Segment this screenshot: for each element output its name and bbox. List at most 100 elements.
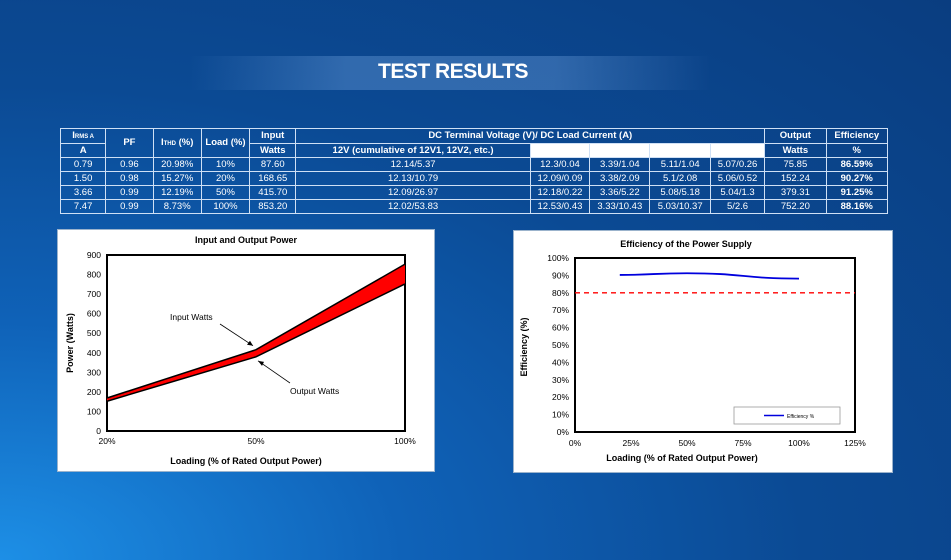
x-tick-label: 75% — [734, 438, 751, 448]
cell-input-watts: 87.60 — [249, 157, 297, 172]
cell-output-watts: 752.20 — [764, 199, 827, 214]
header-ithd-label: I — [160, 136, 164, 148]
cell-r5: 5.07/0.26 — [709, 157, 766, 172]
cell-r3: 3.33/10.43 — [589, 199, 651, 214]
y-tick-label: 80% — [552, 288, 569, 298]
y-tick-label: 300 — [87, 367, 101, 377]
annotation-input-watts: Input Watts — [170, 312, 213, 322]
cell-r5: 5.04/1.3 — [709, 185, 766, 200]
cell-ithd: 8.73% — [152, 199, 202, 214]
cell-r2: 12.09/0.09 — [529, 171, 591, 186]
y-tick-label: 30% — [552, 375, 569, 385]
x-tick-label: 25% — [622, 438, 639, 448]
plot-frame — [106, 254, 406, 432]
y-tick-label: 100% — [547, 253, 569, 263]
cell-r3: 3.36/5.22 — [589, 185, 651, 200]
header-output-watts-2: Watts — [764, 143, 827, 158]
cell-pf: 0.99 — [105, 185, 154, 200]
annotation-arrowhead-output — [258, 360, 264, 366]
power-chart-svg: Input and Output Power 0 100 200 300 400 500 60… — [65, 235, 416, 466]
y-tick-label: 20% — [552, 392, 569, 402]
x-axis-label: Loading (% of Rated Output Power) — [606, 453, 758, 463]
cell-r4: 5.1/2.08 — [649, 171, 711, 186]
cell-r2: 12.3/0.04 — [529, 157, 591, 172]
y-axis-label: Power (Watts) — [65, 313, 75, 373]
header-irms-sub: RMS A — [74, 133, 95, 140]
header-efficiency-2: % — [825, 143, 889, 158]
page-title: TEST RESULTS — [378, 60, 528, 83]
table-row: 7.47 0.99 8.73% 100% 853.20 12.02/53.83 12.53/… — [59, 199, 889, 214]
cell-ithd: 12.19% — [152, 185, 202, 200]
cell-ithd: 20.98% — [152, 157, 202, 172]
cell-load: 10% — [200, 157, 251, 172]
legend-box — [733, 406, 841, 425]
header-pf: PF — [105, 128, 154, 158]
y-tick-label: 900 — [87, 250, 101, 260]
cell-output-watts: 379.31 — [764, 185, 827, 200]
annotation-arrow-output — [257, 360, 291, 384]
cell-r4: 5.08/5.18 — [649, 185, 711, 200]
cell-output-watts: 152.24 — [764, 171, 827, 186]
y-tick-label: 700 — [87, 289, 101, 299]
cell-output-watts: 75.85 — [764, 157, 827, 172]
header-rail-blank-3 — [589, 143, 651, 158]
y-tick-label: 0% — [557, 427, 570, 437]
x-tick-label: 50% — [247, 436, 264, 446]
cell-efficiency: 91.25% — [825, 185, 889, 200]
cell-r2: 12.18/0.22 — [529, 185, 591, 200]
cell-irms: 3.66 — [59, 185, 107, 200]
header-ithd-sub: THD — [163, 140, 176, 147]
header-ithd-unit: (%) — [175, 136, 194, 148]
header-rail-12v: 12V (cumulative of 12V1, 12V2, etc.) — [295, 143, 531, 158]
y-tick-label: 500 — [87, 328, 101, 338]
y-tick-label: 60% — [552, 323, 569, 333]
table-row: 0.79 0.96 20.98% 10% 87.60 12.14/5.37 12.3/0.0… — [59, 157, 889, 172]
header-load: Load (%) — [200, 128, 251, 158]
header-output-watts-1: Output — [764, 128, 827, 144]
y-tick-label: 0 — [96, 426, 101, 436]
header-irms: IRMS A — [59, 128, 107, 144]
header-rail-blank-4 — [649, 143, 711, 158]
header-dc-terminal: DC Terminal Voltage (V)/ DC Load Current… — [295, 128, 766, 144]
cell-input-watts: 168.65 — [249, 171, 297, 186]
legend-label: Efficiency % — [787, 414, 815, 420]
cell-r4: 5.11/1.04 — [649, 157, 711, 172]
cell-r5: 5.06/0.52 — [709, 171, 766, 186]
efficiency-chart-svg: Efficiency of the Power Supply 0% 10% 20% 30… — [519, 239, 866, 463]
x-axis-label: Loading (% of Rated Output Power) — [170, 456, 322, 466]
cell-input-watts: 853.20 — [249, 199, 297, 214]
results-table: IRMS A PF ITHD (%) Load (%) Input DC Ter… — [59, 128, 889, 214]
cell-efficiency: 88.16% — [825, 199, 889, 214]
header-rail-blank-2 — [529, 143, 591, 158]
annotation-arrow-input — [219, 323, 254, 347]
cell-irms: 0.79 — [59, 157, 107, 172]
cell-r3: 3.39/1.04 — [589, 157, 651, 172]
cell-efficiency: 90.27% — [825, 171, 889, 186]
cell-v12: 12.09/26.97 — [295, 185, 531, 200]
annotation-arrowhead-input — [247, 340, 253, 346]
y-tick-label: 400 — [87, 348, 101, 358]
header-ithd: ITHD (%) — [152, 128, 202, 158]
cell-v12: 12.13/10.79 — [295, 171, 531, 186]
x-tick-label: 100% — [788, 438, 810, 448]
cell-irms: 1.50 — [59, 171, 107, 186]
cell-pf: 0.99 — [105, 199, 154, 214]
header-efficiency-1: Efficiency — [825, 128, 889, 144]
x-tick-label: 125% — [844, 438, 866, 448]
cell-pf: 0.96 — [105, 157, 154, 172]
cell-efficiency: 86.59% — [825, 157, 889, 172]
x-tick-label: 50% — [678, 438, 695, 448]
y-tick-label: 70% — [552, 305, 569, 315]
y-tick-label: 100 — [87, 406, 101, 416]
cell-pf: 0.98 — [105, 171, 154, 186]
cell-r5: 5/2.6 — [709, 199, 766, 214]
y-tick-label: 600 — [87, 309, 101, 319]
y-tick-label: 90% — [552, 270, 569, 280]
efficiency-chart: Efficiency of the Power Supply 0% 10% 20% 30… — [513, 230, 893, 473]
x-tick-label: 100% — [394, 436, 416, 446]
cell-irms: 7.47 — [59, 199, 107, 214]
header-input-watts-2: Watts — [249, 143, 297, 158]
cell-v12: 12.02/53.83 — [295, 199, 531, 214]
annotation-output-watts: Output Watts — [290, 386, 339, 396]
table-row: 1.50 0.98 15.27% 20% 168.65 12.13/10.79 12.09/… — [59, 171, 889, 186]
